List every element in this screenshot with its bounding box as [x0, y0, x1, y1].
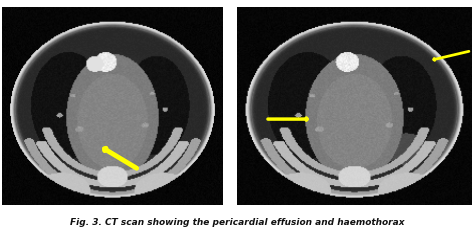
Text: Fig. 3. CT scan showing the pericardial effusion and haemothorax: Fig. 3. CT scan showing the pericardial … — [70, 218, 404, 227]
